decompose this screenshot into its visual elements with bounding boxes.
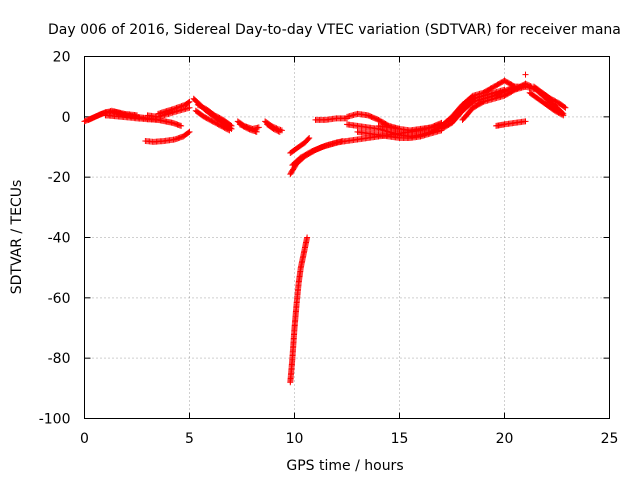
data-point [276,128,283,135]
data-point [273,127,280,134]
data-point [559,111,566,118]
y-tick-label: 20 [53,50,71,66]
data-point [306,134,313,141]
data-point [339,137,346,144]
satellite-arc [526,89,567,119]
axis-ticks [84,56,610,419]
data-point [522,118,529,125]
data-point [275,128,282,135]
y-tick-label: -40 [48,231,71,247]
data-point [226,127,233,134]
data-point [186,128,193,135]
data-points [81,71,569,386]
satellite-arc [264,121,283,135]
data-point [561,104,568,111]
x-axis-label: GPS time / hours [286,458,403,474]
data-point [270,125,277,132]
data-point [562,104,569,111]
y-tick-label: -100 [39,412,71,428]
data-point [304,234,311,241]
data-point [178,122,185,129]
x-tick-label: 10 [286,431,304,447]
data-point [255,124,262,131]
satellite-arc [194,101,235,129]
satellite-arc [192,107,233,134]
x-tick-label: 5 [185,431,194,447]
satellite-arc [287,234,311,386]
data-point [185,99,192,106]
satellite-arc [289,137,346,169]
y-tick-label: 0 [62,110,71,126]
chart-title: Day 006 of 2016, Sidereal Day-to-day VTE… [48,22,621,38]
grid-lines [84,56,610,419]
data-point [253,128,260,135]
data-point [228,122,235,129]
data-point [305,135,312,142]
x-tick-label: 0 [80,431,89,447]
satellite-arc [113,110,185,129]
satellite-arc [236,121,260,135]
y-tick-label: -80 [48,351,71,367]
y-axis-label: SDTVAR / TECUs [9,180,25,295]
satellite-arc [530,83,569,111]
satellite-arc [375,122,434,134]
data-point [185,129,192,136]
data-point [522,71,529,78]
data-point [274,127,281,134]
data-point [560,112,567,119]
data-point [227,122,234,129]
satellite-arc [522,71,529,78]
data-point [186,104,193,111]
satellite-arc [155,98,193,117]
x-tick-label: 20 [496,431,514,447]
satellite-arc [493,118,529,129]
data-point [186,98,193,105]
satellite-arc [354,127,445,141]
x-tick-label: 25 [601,431,619,447]
data-point [225,126,232,133]
y-tick-label: -20 [48,170,71,186]
x-tick-label: 15 [391,431,409,447]
tick-labels: 0 5 10 15 20 25 20 0 -20 -40 -60 -80 -100 [39,50,619,448]
satellite-arc [142,128,193,145]
y-tick-label: -60 [48,291,71,307]
satellite-arc [287,134,313,157]
data-point [271,126,278,133]
